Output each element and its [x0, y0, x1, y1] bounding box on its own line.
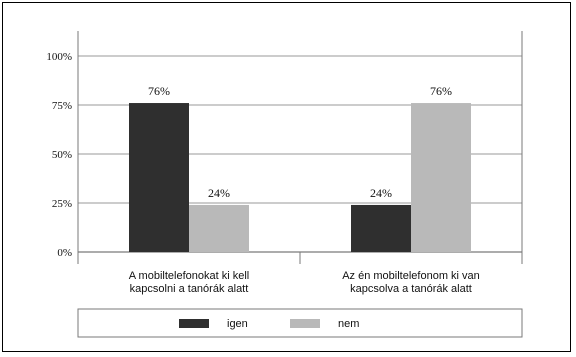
category-label: A mobiltelefonokat ki kell	[129, 270, 249, 282]
category-label: Az én mobiltelefonom ki van	[342, 270, 480, 282]
legend-swatch-igen	[179, 319, 209, 328]
data-label: 24%	[370, 186, 392, 200]
y-tick-label: 25%	[52, 198, 72, 210]
bar-igen-2	[351, 204, 411, 252]
data-label: 76%	[148, 84, 170, 98]
legend-label-nem: nem	[338, 318, 359, 330]
chart-frame: 0% 25% 50% 75% 100% 76% 24% A mobiltelefonokat …	[2, 2, 571, 352]
bar-nem-2	[411, 103, 471, 252]
y-tick-label: 0%	[57, 247, 72, 259]
category-label: kapcsolni a tanórák alatt	[130, 283, 249, 295]
data-label: 24%	[208, 186, 230, 200]
y-tick-label: 75%	[52, 100, 72, 112]
bar-igen-1	[129, 103, 189, 252]
category-label: kapcsolva a tanórák alatt	[350, 283, 472, 295]
legend-label-igen: igen	[227, 318, 248, 330]
bar-chart: 0% 25% 50% 75% 100% 76% 24% A mobiltelefonokat …	[46, 31, 523, 338]
y-tick-label: 50%	[52, 149, 72, 161]
bar-nem-1	[189, 204, 249, 252]
y-tick-label: 100%	[46, 51, 72, 63]
data-label: 76%	[430, 84, 452, 98]
legend-swatch-nem	[290, 319, 320, 328]
